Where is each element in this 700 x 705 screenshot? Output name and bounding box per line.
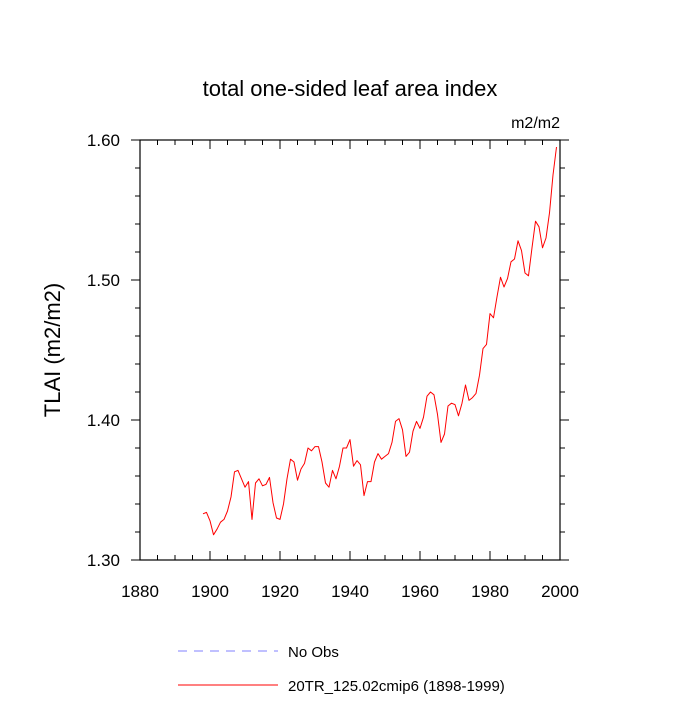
x-tick-label: 1940 (331, 582, 369, 601)
y-tick-label: 1.30 (87, 551, 120, 570)
units-label: m2/m2 (511, 115, 560, 132)
x-tick-label: 1900 (191, 582, 229, 601)
legend-label-no-obs: No Obs (288, 644, 339, 661)
legend-label-model: 20TR_125.02cmip6 (1898-1999) (288, 678, 505, 695)
x-tick-label: 2000 (541, 582, 579, 601)
y-tick-label: 1.50 (87, 271, 120, 290)
axis-ticks: 1880 1900 1920 1940 1960 1980 2000 1.30 1.40 1.50… (87, 131, 579, 601)
series-layer (202, 146, 557, 536)
y-axis-label: TLAI (m2/m2) (40, 283, 65, 417)
legend: No Obs 20TR_125.02cmip6 (1898-1999) (178, 644, 505, 695)
y-tick-label: 1.60 (87, 131, 120, 150)
x-tick-label: 1960 (401, 582, 439, 601)
x-tick-label: 1920 (261, 582, 299, 601)
chart-title: total one-sided leaf area index (203, 76, 498, 101)
x-tick-label: 1980 (471, 582, 509, 601)
y-tick-label: 1.40 (87, 411, 120, 430)
x-tick-label: 1880 (121, 582, 159, 601)
series-line (202, 146, 557, 536)
plot-frame (139, 139, 561, 561)
